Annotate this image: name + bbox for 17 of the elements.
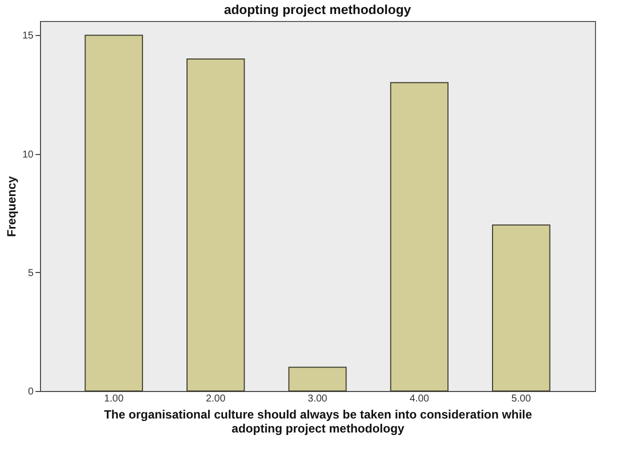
x-tick-label: 2.00	[206, 394, 226, 404]
y-axis-title: Frequency	[4, 176, 18, 237]
bar	[390, 82, 448, 392]
x-tick-label: 3.00	[308, 394, 328, 404]
y-tick-label: 10	[22, 149, 34, 160]
y-tick-label: 15	[22, 30, 34, 42]
y-tick-label: 5	[28, 268, 34, 279]
x-tick-label: 1.00	[104, 394, 124, 404]
y-tick-label: 0	[28, 386, 34, 398]
bar	[84, 34, 143, 392]
chart-title: adopting project methodology	[224, 2, 412, 17]
bar	[186, 58, 245, 392]
bar	[288, 366, 347, 392]
bar	[492, 224, 550, 392]
x-axis-title: The organisational culture should always be taken into consideration while adopting project methodology	[104, 408, 532, 436]
x-tick-label: 5.00	[511, 394, 532, 404]
x-tick-label: 4.00	[410, 394, 430, 404]
